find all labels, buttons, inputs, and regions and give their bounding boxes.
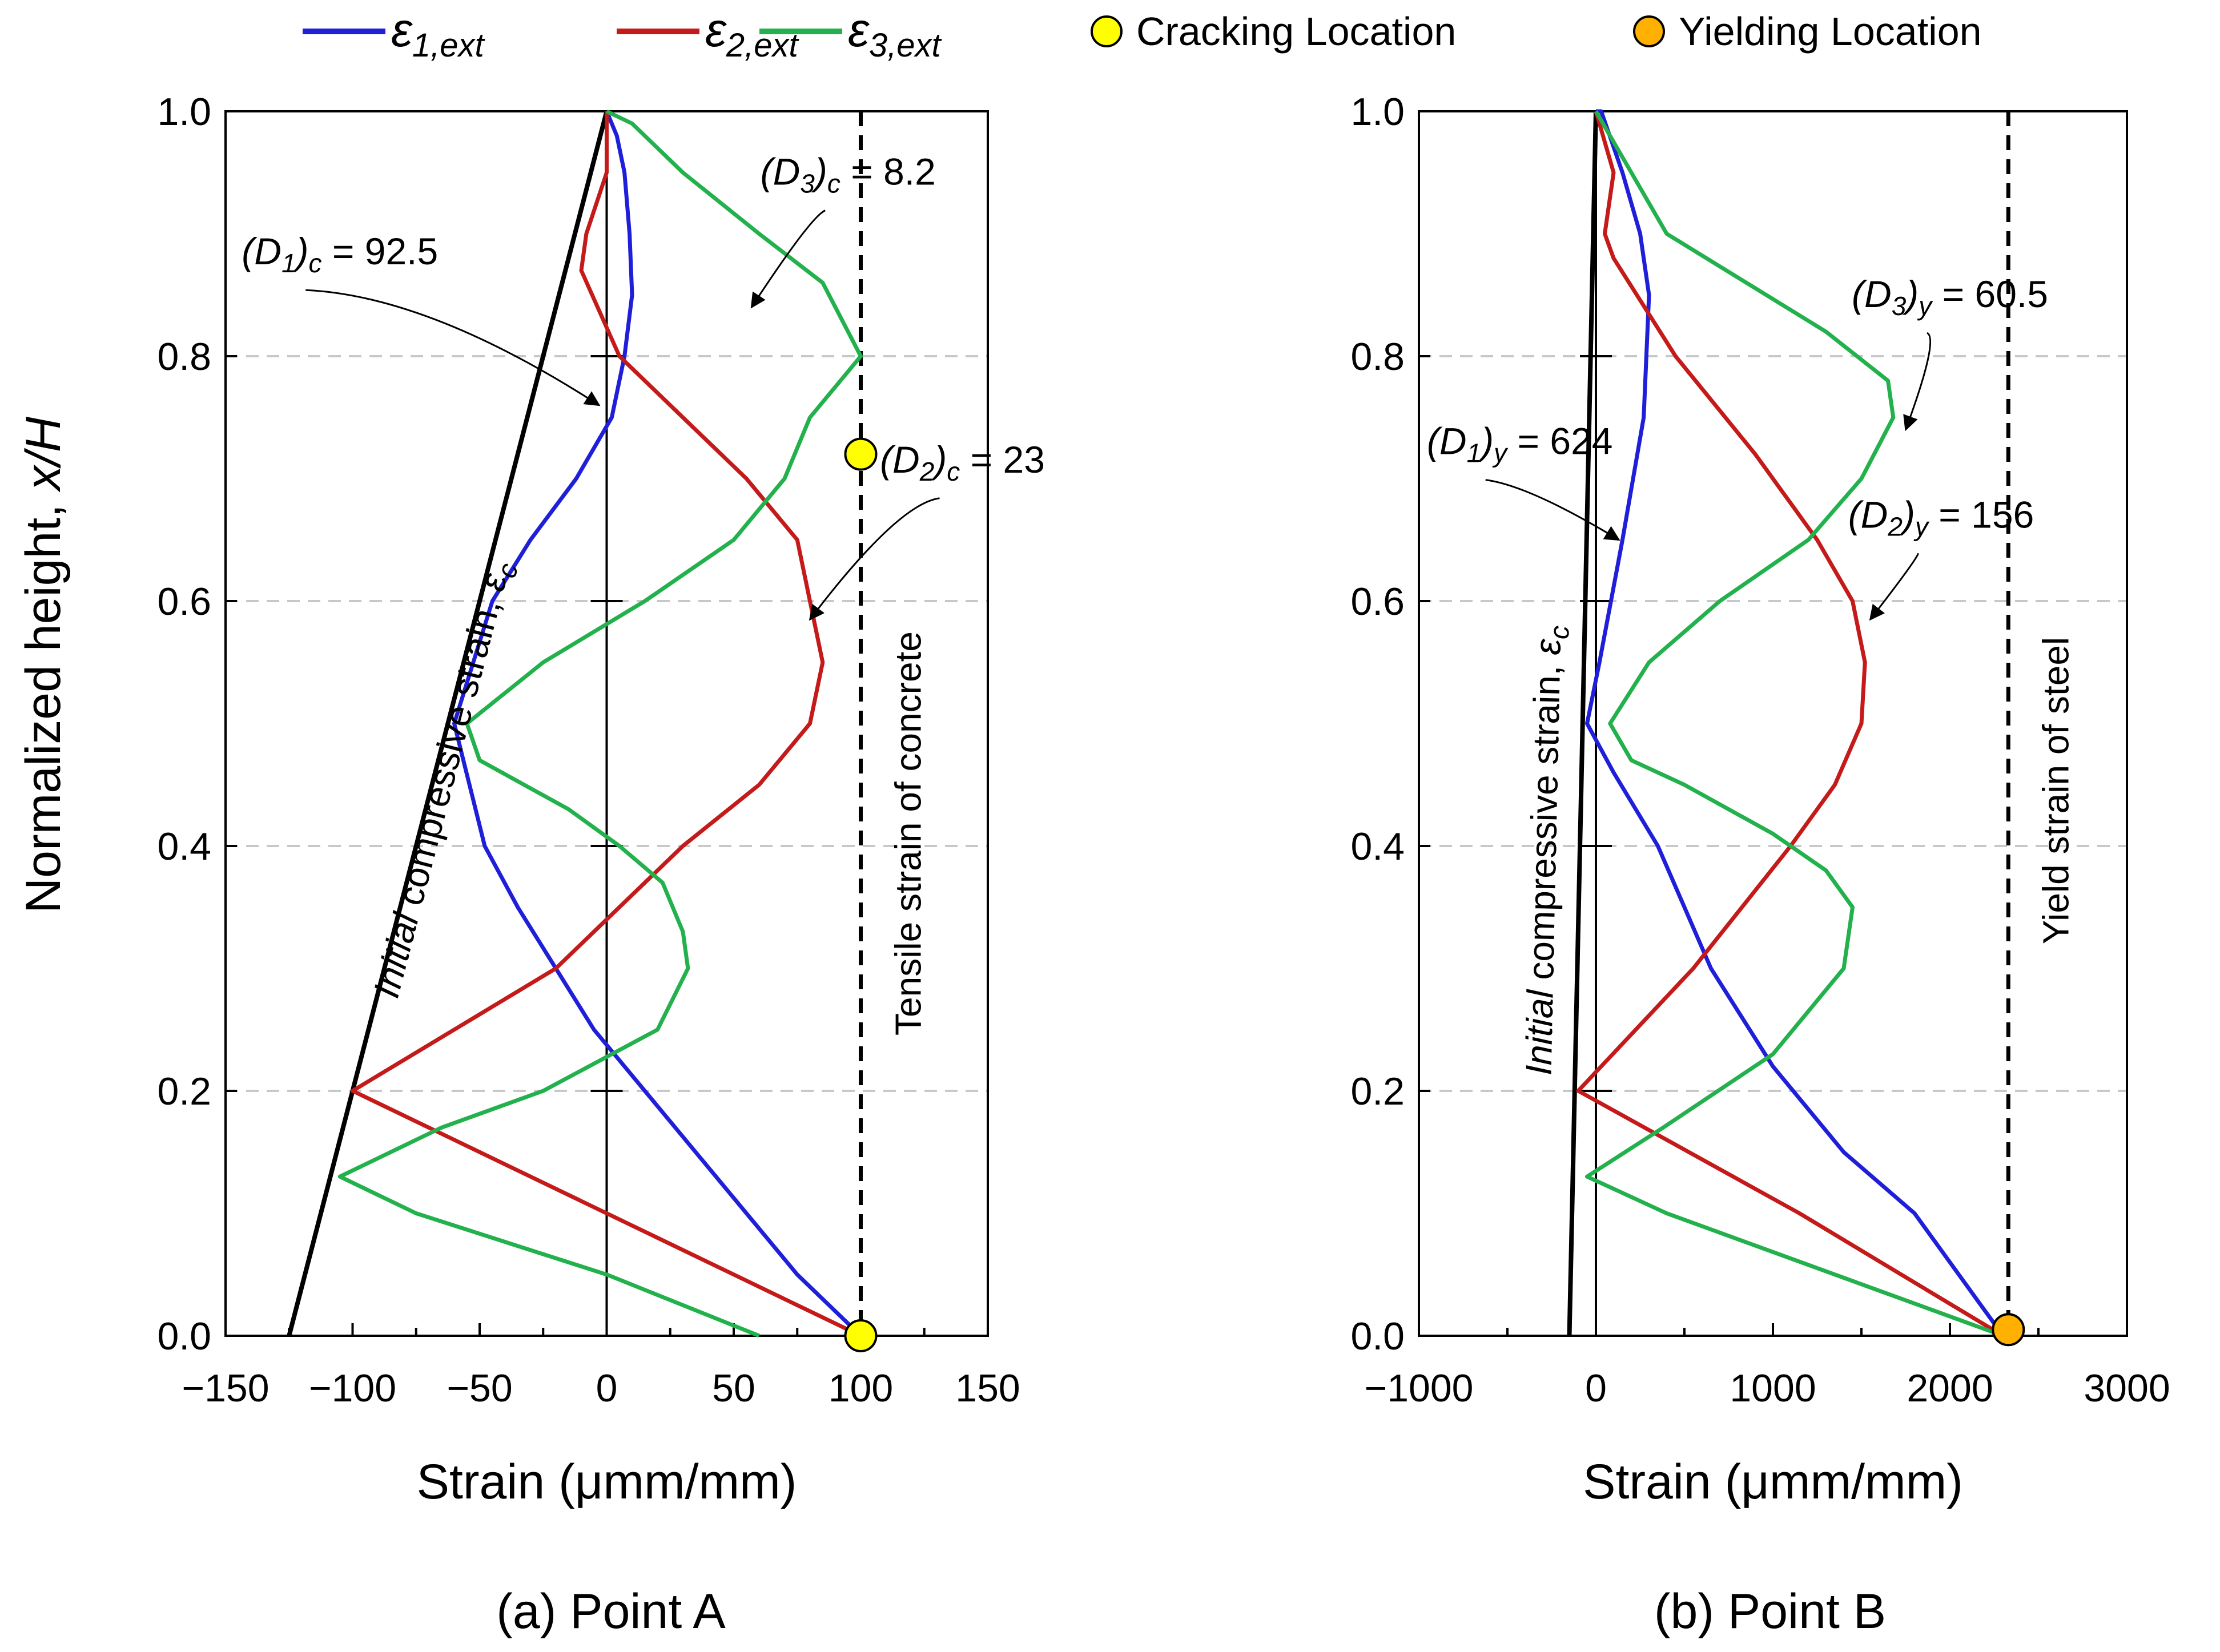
legend-symbol: ε [848, 3, 870, 57]
x-tick-label: 150 [955, 1367, 1020, 1410]
panel-a: −150 −100 −50 0 50 100 150 0.0 0.2 0.4 0.6 0.8 1.0 St… [157, 90, 1044, 1639]
series-line-eps3 [1585, 110, 2004, 1338]
annotation-label: (D3)c = 8.2 [761, 151, 936, 199]
y-tick-label: 0.2 [1350, 1070, 1405, 1113]
legend: ε1,ext ε2,ext ε3,ext Cracking Location Yield… [303, 3, 1982, 64]
series-line-eps1 [452, 110, 862, 1337]
annotation-b-3: (D2)y = 156 [1848, 493, 2034, 621]
y-tick-label: 0.2 [157, 1070, 211, 1113]
y-axis-label: Normalized height, x/H [16, 416, 71, 913]
legend-subscript: 3,ext [869, 27, 943, 64]
x-tick-label: 2000 [1907, 1367, 1993, 1410]
cracking-location-marker [844, 437, 878, 471]
y-tick-label: 1.0 [1350, 90, 1405, 134]
annotation-leader-arrow [1869, 553, 1919, 621]
annotation-label: (D2)y = 156 [1848, 493, 2034, 541]
series-line-eps2 [351, 111, 862, 1338]
yielding-location-marker [1992, 1313, 2025, 1347]
annotation-leader-arrow [809, 497, 940, 621]
series-line-eps2 [1576, 111, 2004, 1337]
legend-label: ε1,ext [391, 3, 486, 64]
panel-caption: (b) Point B [1654, 1584, 1886, 1639]
x-tick-label: −50 [447, 1367, 512, 1410]
annotation-a-1: (D1)c = 92.5 [242, 230, 601, 406]
annotation-leader-arrow [305, 289, 601, 406]
x-tick-label: −100 [309, 1367, 396, 1410]
y-tick-label: 0.0 [1350, 1315, 1405, 1358]
y-tick-label: 0.0 [157, 1315, 211, 1358]
legend-subscript: 1,ext [412, 27, 486, 64]
initial-strain-label: Initial compressive strain, εc [1518, 625, 1575, 1076]
limit-line-label: Tensile strain of concrete [888, 631, 929, 1035]
panel-caption: (a) Point A [496, 1584, 726, 1639]
initial-strain-label: Initial compressive strain, εc [365, 556, 524, 1004]
y-tick-label: 0.6 [1350, 580, 1405, 623]
legend-label: ε3,ext [848, 3, 943, 64]
y-tick-label: 0.8 [1350, 335, 1405, 378]
legend-item-5: Yielding Location [1633, 9, 1982, 54]
annotation-a-2: (D3)c = 8.2 [750, 151, 936, 309]
legend-symbol: ε [391, 3, 413, 57]
legend-item-3: ε3,ext [759, 3, 943, 64]
annotation-b-1: (D1)y = 624 [1427, 420, 1620, 541]
y-tick-label: 0.6 [157, 580, 211, 623]
x-tick-label: 0 [596, 1367, 618, 1410]
y-tick-label: 0.8 [157, 335, 211, 378]
y-tick-label: 1.0 [157, 90, 211, 134]
series-line-initial [1567, 111, 1598, 1336]
legend-item-1: ε1,ext [303, 3, 486, 64]
legend-label: Yielding Location [1679, 9, 1982, 54]
y-tick-label: 0.4 [157, 825, 211, 868]
series-line-eps1 [1585, 109, 2005, 1337]
panel-b: −1000 0 1000 2000 3000 0.0 0.2 0.4 0.6 0.8 1.0 Stra… [1350, 90, 2170, 1639]
annotation-label: (D1)y = 624 [1427, 420, 1613, 468]
annotation-label: (D2)c = 23 [880, 438, 1045, 486]
legend-marker [1091, 15, 1123, 47]
x-tick-label: 0 [1585, 1367, 1607, 1410]
x-tick-label: 100 [829, 1367, 893, 1410]
x-tick-label: −150 [182, 1367, 269, 1410]
limit-line-label: Yield strain of steel [2035, 637, 2076, 944]
x-tick-label: −1000 [1365, 1367, 1474, 1410]
annotation-label: (D3)y = 60.5 [1852, 273, 2048, 321]
y-axis-label-var: x/H [16, 416, 71, 493]
x-axis-label: Strain (μmm/mm) [417, 1454, 797, 1509]
y-tick-label: 0.4 [1350, 825, 1405, 868]
y-axis-label-main: Normalized height, [16, 490, 71, 913]
annotation-leader-arrow [1485, 479, 1620, 541]
legend-symbol: ε [705, 3, 727, 57]
annotation-leader-arrow [750, 209, 826, 309]
cracking-location-marker [844, 1319, 878, 1352]
x-axis-label: Strain (μmm/mm) [1583, 1454, 1963, 1509]
x-tick-label: 50 [712, 1367, 755, 1410]
legend-item-4: Cracking Location [1091, 9, 1456, 54]
annotation-label: (D1)c = 92.5 [242, 230, 438, 278]
legend-label: Cracking Location [1136, 9, 1456, 54]
x-tick-label: 1000 [1730, 1367, 1816, 1410]
series-line-eps3 [337, 109, 863, 1338]
annotation-leader-arrow [1903, 332, 1932, 432]
legend-marker [1633, 15, 1665, 47]
annotation-b-2: (D3)y = 60.5 [1852, 273, 2048, 432]
annotation-a-3: (D2)c = 23 [809, 438, 1045, 621]
x-tick-label: 3000 [2084, 1367, 2170, 1410]
series-line-initial [287, 110, 609, 1337]
